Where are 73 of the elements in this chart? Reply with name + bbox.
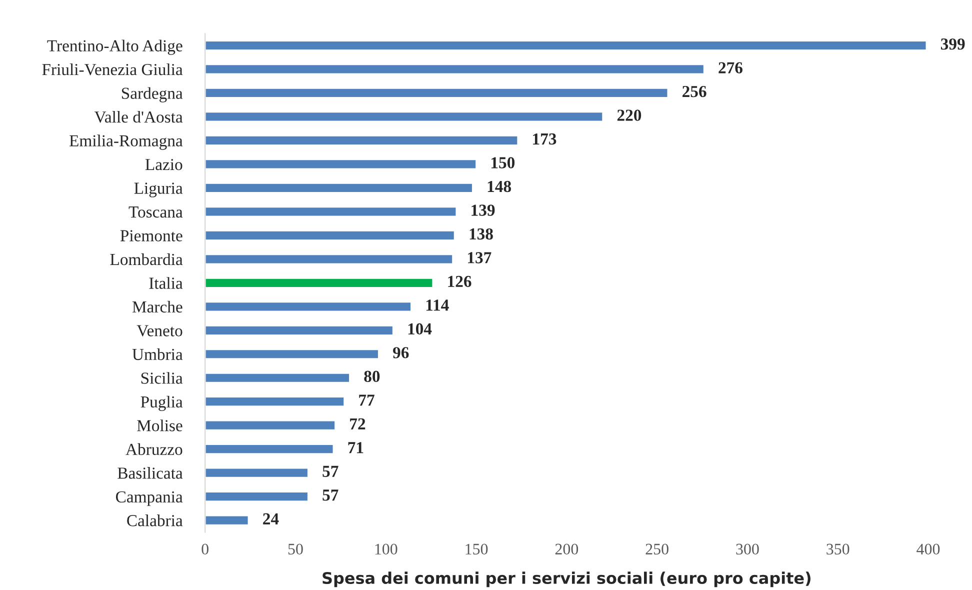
x-axis-title: Spesa dei comuni per i servizi sociali (euro pro capite) (322, 572, 810, 588)
bar (205, 230, 456, 241)
y-tick-label: Campania (116, 491, 183, 506)
x-tick-label: 50 (288, 544, 303, 555)
bar (205, 64, 705, 75)
y-tick-label: Molise (137, 420, 182, 432)
y-tick-label: Italia (149, 277, 183, 289)
data-label: 173 (533, 133, 556, 145)
bar (205, 111, 604, 122)
y-tick-label: Marche (132, 300, 182, 313)
data-label: 72 (350, 418, 366, 430)
data-label: 77 (359, 394, 374, 406)
data-label: 148 (488, 180, 511, 192)
data-label: 80 (364, 370, 380, 382)
y-tick-label: Calabria (127, 514, 183, 526)
y-tick-label: Abruzzo (126, 443, 182, 456)
bar (205, 182, 474, 194)
x-tick-label: 250 (646, 544, 668, 555)
bar (205, 301, 412, 312)
x-tick-label: 200 (555, 544, 578, 555)
x-tick-label: 0 (202, 544, 208, 555)
y-tick-label: Valle d'Aosta (94, 110, 183, 123)
x-tick-label: 350 (826, 544, 850, 555)
data-label: 399 (940, 38, 965, 50)
data-label: 57 (322, 490, 338, 501)
data-label: 276 (718, 62, 742, 74)
x-tick-label: 100 (375, 544, 398, 555)
bar (205, 467, 309, 478)
bar (205, 348, 380, 360)
y-tick-label: Veneto (136, 325, 182, 336)
data-label: 150 (492, 157, 515, 168)
bar (205, 88, 669, 98)
y-tick-label: Trentino-Alto Adige (47, 40, 182, 55)
data-label: 96 (392, 347, 409, 358)
bar (205, 206, 458, 218)
data-label: 138 (470, 228, 493, 240)
data-label: 126 (448, 276, 472, 288)
bar (205, 444, 334, 455)
bar (205, 396, 345, 408)
data-label: 57 (322, 466, 338, 477)
data-label: 137 (468, 252, 492, 264)
bar (205, 491, 309, 502)
x-tick-label: 400 (916, 544, 940, 555)
bar (205, 420, 336, 431)
data-label: 256 (682, 86, 706, 98)
bar (205, 40, 928, 51)
x-tick-label: 150 (466, 544, 488, 555)
y-tick-label: Liguria (134, 182, 183, 198)
bar (205, 254, 454, 265)
bar (205, 158, 477, 170)
y-tick-label: Umbria (132, 348, 183, 360)
bar (205, 135, 519, 146)
bar (205, 372, 350, 384)
y-tick-label: Lombardia (110, 253, 183, 266)
data-label: 104 (408, 323, 432, 335)
bar (205, 324, 394, 336)
y-tick-label: Puglia (140, 396, 183, 411)
bar (205, 514, 250, 526)
data-label: 24 (263, 513, 279, 524)
y-tick-label: Emilia-Romagna (69, 134, 183, 150)
y-tick-label: Basilicata (118, 467, 183, 479)
y-tick-label: Lazio (145, 158, 182, 170)
y-tick-label: Sardegna (122, 87, 183, 102)
data-label: 71 (348, 442, 364, 454)
y-tick-label: Friuli-Venezia Giulia (42, 63, 183, 76)
y-tick-label: Piemonte (120, 230, 182, 242)
bar (205, 277, 434, 288)
x-tick-label: 300 (736, 544, 759, 555)
y-tick-label: Sicilia (141, 372, 183, 384)
y-tick-label: Toscana (128, 206, 183, 218)
data-label: 220 (617, 110, 642, 121)
data-label: 114 (426, 300, 449, 311)
data-label: 139 (472, 204, 495, 216)
